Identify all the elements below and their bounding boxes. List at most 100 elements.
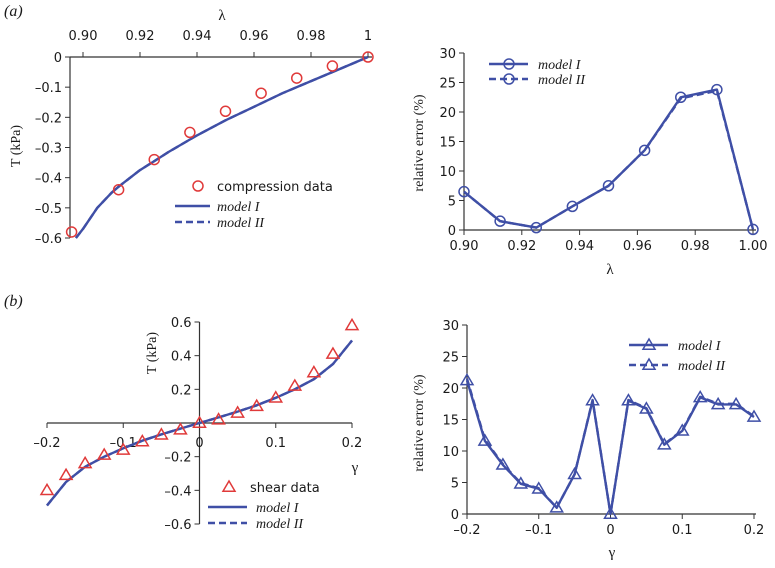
data-point: [184, 126, 196, 139]
x-tick-label: 0.1: [265, 436, 286, 451]
y-axis-label: T (kPa): [9, 125, 24, 167]
x-tick-label: 0.94: [183, 29, 212, 44]
chart-shear-error: –0.2 –0.1 0 0.1 0.2 0 5 10 15 20 25 30 γ relative err…: [412, 319, 764, 561]
data-point: [306, 365, 322, 378]
x-axis-label: γ: [351, 460, 359, 476]
y-tick-label: –0.4: [164, 484, 191, 499]
y-tick-label: –0.3: [35, 142, 62, 157]
data-point: [287, 378, 303, 391]
panel-label-a: (a): [4, 3, 23, 20]
data-point: [268, 390, 284, 403]
y-tick-label: 0: [451, 508, 459, 523]
x-tick-label: 0.1: [672, 523, 693, 538]
model-I-marker: [747, 223, 759, 236]
legend-label-model-II: model II: [678, 359, 726, 374]
model-I-marker: [566, 200, 579, 213]
data-point: [362, 51, 374, 63]
legend-marker-model-II: [503, 73, 515, 85]
data-point: [58, 467, 74, 481]
x-tick-label: 0.2: [744, 523, 765, 538]
x-tick-label: 0.90: [69, 29, 98, 44]
x-tick-label: 0.2: [342, 436, 363, 451]
y-tick-label: 15: [442, 414, 459, 429]
panel-label-b: (b): [4, 293, 23, 310]
data-point: [96, 447, 112, 460]
x-axis-label: λ: [606, 262, 614, 278]
x-tick-label: 0.98: [297, 29, 326, 44]
chart-compression-stress: 0.90 0.92 0.94 0.96 0.98 1 0 –0.1 –0.2 –0.3 –0.4 –0…: [9, 8, 374, 247]
model-II-line: [465, 378, 755, 516]
legend-label-model-I: model I: [256, 501, 300, 516]
y-tick-label: 0.6: [171, 316, 192, 331]
y-tick-label: –0.1: [35, 81, 62, 96]
x-tick-label: 0.96: [623, 239, 652, 254]
y-tick-label: –0.6: [164, 518, 191, 533]
x-tick-label: 1: [364, 29, 372, 44]
y-tick-label: 5: [448, 195, 456, 210]
x-tick-label: –0.1: [525, 523, 552, 538]
model-II-line: [463, 89, 755, 230]
x-tick-label: 0.96: [240, 29, 269, 44]
legend-marker-data: [221, 479, 237, 492]
x-axis-label: λ: [218, 8, 226, 24]
model-I-marker: [530, 221, 542, 234]
chart-shear-stress: –0.2 –0.1 0 0.1 0.20.60.40.2–0.2–0.4–0.6γT (…: [33, 316, 362, 533]
model-I-marker: [639, 401, 654, 414]
model-I-marker: [602, 180, 615, 192]
data-point: [115, 442, 131, 455]
x-tick-label: 0.98: [681, 239, 710, 254]
y-tick-label: 15: [439, 136, 456, 151]
model-I-marker: [549, 500, 564, 513]
x-tick-label: 0: [606, 523, 614, 538]
model-I-marker: [495, 457, 511, 470]
data-point: [173, 422, 188, 435]
model-I-marker: [638, 144, 651, 157]
x-axis-label: γ: [608, 545, 616, 561]
model-I-line: [463, 88, 755, 230]
legend-marker-model-II: [641, 357, 657, 370]
legend-label-model-II: model II: [256, 517, 304, 532]
y-axis-label: T (kPa): [145, 332, 160, 374]
x-tick-label: 0: [195, 436, 203, 451]
model-I-marker: [585, 393, 600, 406]
model-I-marker: [711, 83, 723, 96]
model-I-marker: [746, 409, 762, 422]
data-point: [154, 427, 169, 440]
data-point: [65, 226, 78, 238]
data-point: [77, 455, 93, 469]
data-point: [192, 415, 207, 428]
legend-label-data: compression data: [217, 180, 333, 195]
legend-label-model-I: model I: [538, 58, 582, 73]
model-I-line: [465, 380, 755, 516]
data-point: [249, 398, 264, 412]
data-point: [291, 72, 303, 84]
y-tick-label: 20: [442, 382, 459, 397]
data-point: [230, 405, 245, 418]
x-tick-label: 0.94: [565, 239, 594, 254]
legend-label-model-II: model II: [538, 73, 586, 88]
x-tick-label: 1.00: [739, 239, 768, 254]
x-tick-label: 0.90: [450, 239, 479, 254]
model-I-line: [74, 55, 369, 239]
model-I-marker: [603, 506, 618, 519]
y-tick-label: –0.2: [164, 451, 191, 466]
model-I-marker: [459, 372, 475, 386]
y-tick-label: 20: [439, 106, 456, 121]
model-I-marker: [567, 466, 582, 480]
data-point: [219, 105, 232, 118]
data-point: [112, 183, 125, 196]
legend-marker-data: [192, 180, 204, 192]
x-tick-label: –0.2: [453, 523, 480, 538]
model-I-marker: [710, 396, 726, 410]
y-tick-label: 0: [448, 224, 456, 239]
model-I-marker: [692, 389, 708, 403]
model-I-marker: [657, 437, 672, 450]
y-tick-label: 30: [439, 47, 456, 62]
model-I-marker: [621, 393, 636, 406]
model-I-marker: [531, 481, 547, 494]
y-tick-label: 25: [442, 351, 459, 366]
legend-label-model-I: model I: [678, 339, 722, 354]
model-I-marker: [728, 396, 744, 410]
y-tick-label: 30: [442, 319, 459, 334]
